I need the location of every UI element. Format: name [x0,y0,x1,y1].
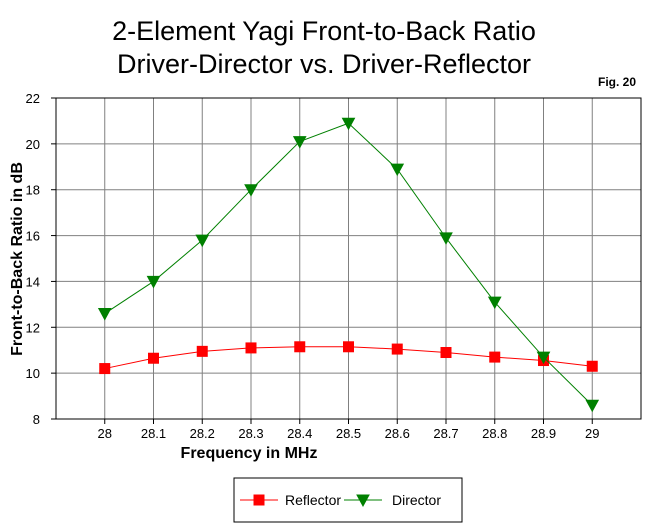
reflector-point [391,343,403,355]
x-tick-label: 28.6 [385,426,410,441]
series-group [97,117,600,413]
x-tick-label: 28.2 [190,426,215,441]
reflector-point [196,345,208,357]
x-tick-label: 28.4 [287,426,312,441]
x-tick-labels: 28 28.1 28.2 28.3 28.4 28.5 28.6 28.7 28.8 28.9 29 [98,426,600,441]
reflector-point [245,342,257,354]
x-axis-title: Frequency in MHz [181,445,318,462]
director-point [536,351,551,365]
reflector-point [99,363,111,375]
y-tick-label: 12 [26,320,40,335]
director-point [244,184,258,197]
legend-marker-director [356,494,370,508]
x-tick-label: 28.5 [336,426,361,441]
director-point [390,163,405,177]
legend-marker-reflector [253,494,265,506]
director-point [487,296,502,310]
legend-item-director: Director [344,492,441,508]
chart-title-line-2: Driver-Director vs. Driver-Reflector [117,49,531,79]
director-point [195,234,210,248]
plot-frame [55,97,642,420]
reflector-point [148,352,159,364]
director-series [97,117,600,413]
reflector-point [343,341,354,353]
x-tick-label: 28.3 [238,426,263,441]
y-tick-label: 8 [33,412,40,427]
reflector-point [586,360,598,372]
y-tick-label: 20 [26,137,40,152]
y-tick-label: 14 [26,274,40,289]
y-tick-label: 10 [26,366,40,381]
x-tick-label: 29 [585,426,599,441]
x-tick-label: 28.9 [531,426,556,441]
x-tick-label: 28.8 [482,426,507,441]
legend: Reflector Director [233,477,463,523]
y-tick-label: 22 [26,91,40,106]
reflector-point [489,351,501,363]
y-tick-label: 18 [26,183,40,198]
y-tick-label: 16 [26,229,40,244]
y-tick-labels: 8 10 12 14 16 18 20 22 [26,91,40,427]
director-point [146,275,161,289]
y-axis-title: Front-to-Back Ratio in dB [9,162,26,356]
reflector-point [294,341,306,353]
x-tick-label: 28.7 [433,426,458,441]
legend-label-reflector: Reflector [285,492,341,508]
x-tick-label: 28 [98,426,112,441]
legend-items: Reflector Director [240,492,441,508]
legend-item-reflector: Reflector [240,492,341,508]
figure-label: Fig. 20 [598,75,636,89]
director-point [292,136,307,149]
chart-title-line-1: 2-Element Yagi Front-to-Back Ratio [112,16,536,46]
director-point [97,308,112,321]
x-tick-label: 28.1 [141,426,166,441]
legend-label-director: Director [392,492,441,508]
director-point [341,117,356,131]
director-point [439,232,453,245]
reflector-point [440,347,452,359]
grid [51,97,641,424]
director-point [585,399,600,413]
